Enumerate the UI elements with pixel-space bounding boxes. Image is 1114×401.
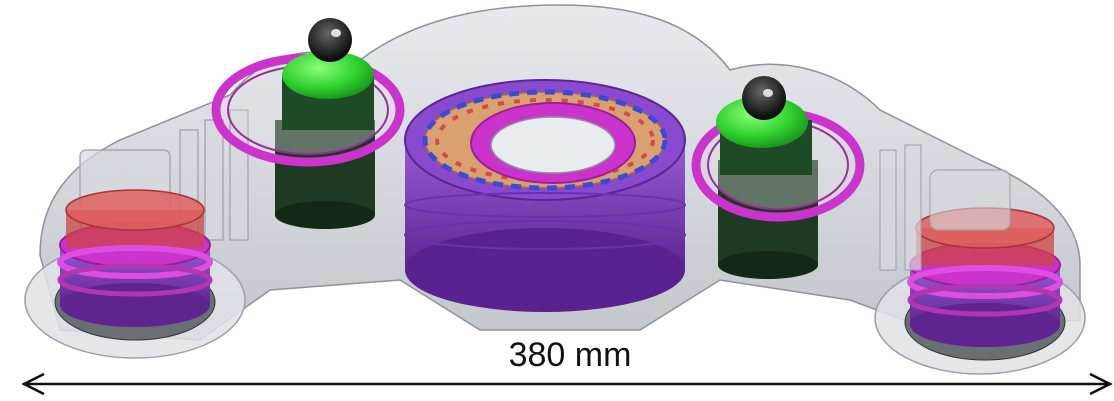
left-lens-assembly [211, 18, 405, 229]
right-base-flange [874, 144, 1086, 375]
right-lens-assembly [691, 76, 865, 279]
central-ring-motor [404, 79, 686, 312]
left-base-flange [24, 189, 246, 359]
dimension-arrow [21, 372, 1113, 396]
dimension-label: 380 mm [508, 336, 632, 374]
